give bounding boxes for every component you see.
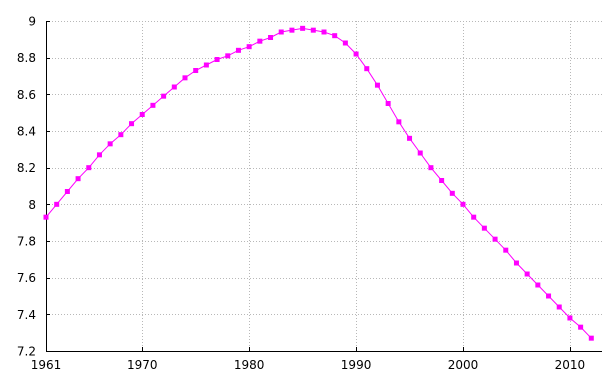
data-point [321, 29, 327, 35]
data-point [535, 282, 541, 288]
data-point [225, 53, 231, 59]
series-line [45, 27, 592, 339]
y-tick-label: 8 [28, 198, 36, 212]
data-point [546, 293, 552, 299]
y-tick-label: 8.8 [17, 51, 36, 65]
data-point [118, 132, 124, 138]
data-point [428, 165, 434, 171]
data-point [364, 66, 370, 72]
data-point [567, 315, 573, 321]
data-point [492, 236, 498, 242]
y-tick-label: 9 [28, 15, 36, 29]
y-tick-label: 8.2 [17, 161, 36, 175]
data-point [235, 47, 241, 53]
data-point [310, 27, 316, 33]
data-point [449, 190, 455, 196]
x-tick-label: 1970 [127, 358, 158, 372]
data-point [129, 121, 135, 127]
data-point [503, 247, 509, 253]
data-point [524, 271, 530, 277]
data-point [96, 152, 102, 158]
y-tick-label: 7.6 [17, 271, 36, 285]
data-point [139, 112, 145, 117]
y-tick-label: 7.4 [17, 308, 36, 322]
data-point [193, 68, 199, 73]
data-point [439, 178, 445, 183]
data-point [385, 101, 391, 106]
data-point [300, 25, 306, 31]
grid-lines [46, 21, 602, 351]
tick-labels: 1961 1970 1980 1990 2000 2010 7.2 7.4 7.6 7.8 8 8.2… [17, 15, 585, 373]
data-point [332, 33, 338, 39]
data-point [481, 225, 487, 231]
data-point [417, 150, 423, 156]
data-point [342, 40, 348, 46]
data-point [588, 335, 594, 341]
data-point [460, 201, 466, 207]
data-point [556, 304, 562, 310]
y-tick-label: 7.2 [17, 345, 36, 359]
data-point [150, 102, 156, 108]
x-tick-label: 1990 [341, 358, 372, 372]
data-point [171, 84, 177, 90]
data-point [471, 214, 477, 220]
data-point [407, 135, 413, 141]
x-tick-label: 2010 [555, 358, 586, 372]
data-point [246, 44, 252, 50]
data-point [107, 141, 113, 147]
data-point [161, 93, 167, 99]
data-point [268, 35, 274, 40]
y-tick-label: 7.8 [17, 235, 36, 249]
data-point [64, 189, 70, 194]
y-tick-label: 8.4 [17, 125, 36, 139]
data-point [578, 324, 584, 330]
data-point [203, 62, 209, 68]
data-point [353, 51, 359, 57]
x-tick-label: 1980 [234, 358, 265, 372]
data-point [513, 260, 519, 266]
data-point [396, 119, 402, 125]
y-tick-label: 8.6 [17, 88, 36, 102]
data-series [43, 25, 594, 341]
x-tick-label: 1961 [31, 358, 62, 372]
data-point [43, 214, 49, 220]
data-point [86, 165, 92, 171]
data-point [289, 27, 295, 33]
data-point [182, 75, 188, 81]
data-point [278, 29, 284, 35]
x-tick-label: 2000 [448, 358, 479, 372]
data-point [257, 38, 263, 44]
data-point [75, 176, 81, 182]
axes [46, 21, 602, 352]
data-point [54, 201, 60, 207]
data-point [214, 57, 220, 62]
data-point [374, 82, 380, 88]
